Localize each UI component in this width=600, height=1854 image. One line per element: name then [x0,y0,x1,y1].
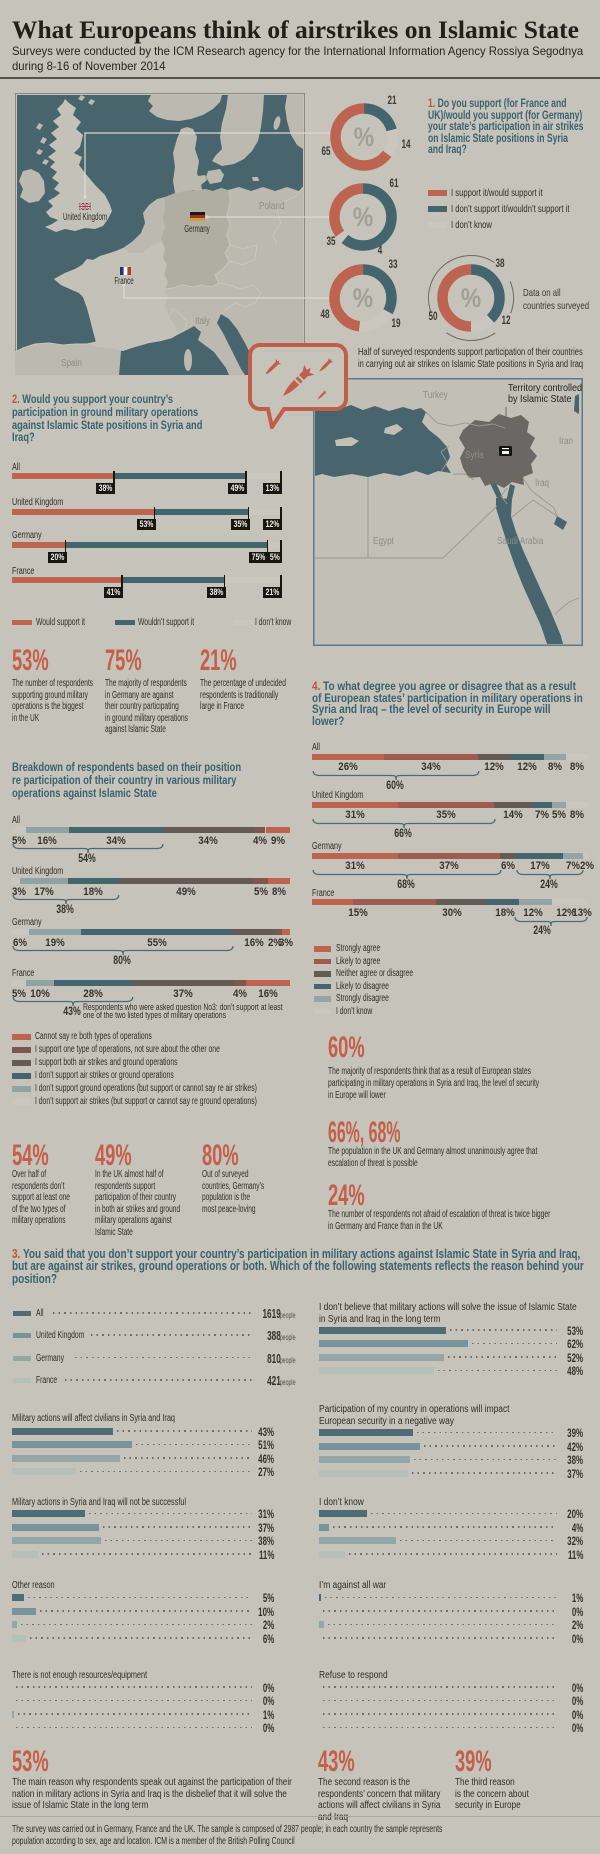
svg-text:Saudi Arabia: Saudi Arabia [497,534,544,546]
svg-text:%: % [353,202,373,232]
svg-text:Italy: Italy [195,314,210,326]
svg-text:Poland: Poland [259,199,284,211]
svg-text:%: % [461,283,481,313]
svg-text:Syria: Syria [465,448,484,460]
svg-text:Iran: Iran [559,434,573,446]
svg-text:%: % [354,122,374,152]
svg-text:Iraq: Iraq [535,476,549,488]
svg-text:Egypt: Egypt [373,534,394,546]
svg-text:Spain: Spain [61,356,82,368]
svg-text:%: % [353,283,373,313]
svg-text:Turkey: Turkey [423,388,448,400]
